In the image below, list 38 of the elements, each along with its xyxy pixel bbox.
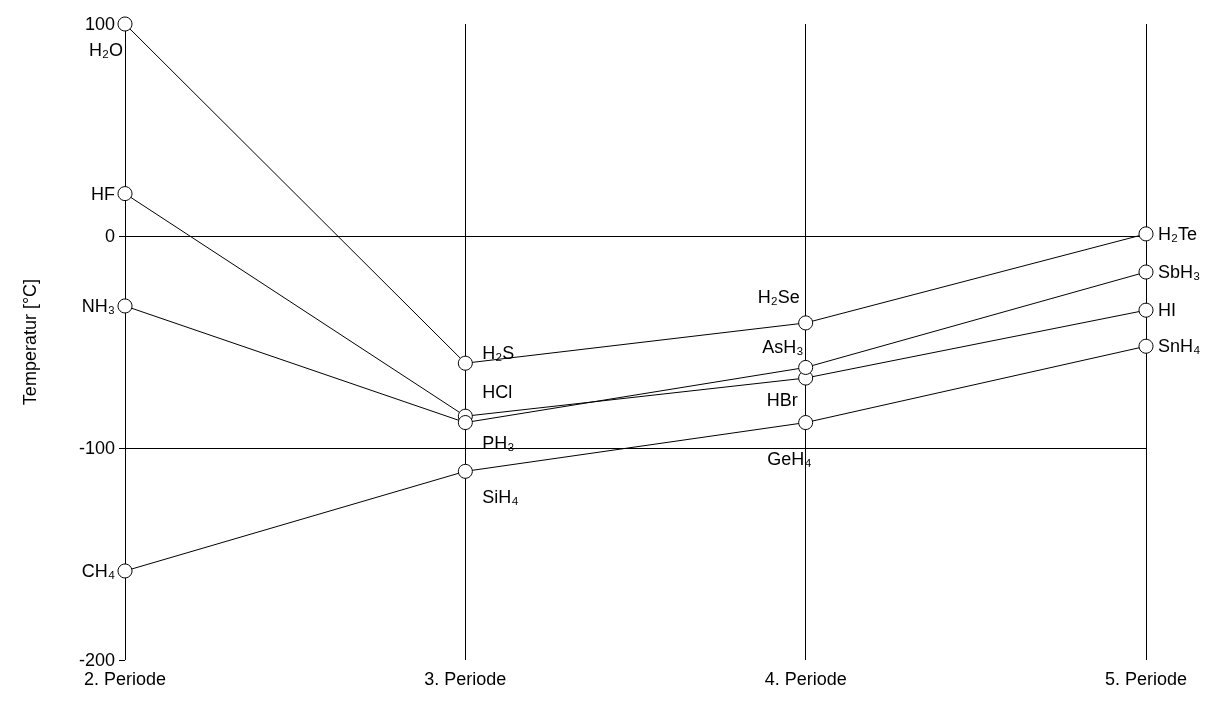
point bbox=[798, 415, 814, 431]
point bbox=[117, 186, 133, 202]
annotation: HCl bbox=[482, 382, 513, 403]
x-tick-label: 5. Periode bbox=[1104, 669, 1188, 689]
annotation: CH₄ bbox=[81, 560, 115, 581]
point bbox=[798, 315, 814, 331]
annotation: H₂S bbox=[482, 343, 515, 364]
annotation: SnH₄ bbox=[1158, 336, 1201, 357]
y-tick-label: -100 bbox=[78, 438, 115, 458]
point bbox=[1138, 338, 1154, 354]
y-tick-label: 0 bbox=[104, 226, 115, 246]
point bbox=[457, 463, 473, 479]
annotation: H₂O bbox=[89, 40, 123, 60]
point bbox=[798, 359, 814, 375]
x-tick-label: 4. Periode bbox=[764, 669, 847, 689]
annotation: PH₃ bbox=[482, 432, 515, 453]
annotation: H₂Te bbox=[1158, 223, 1197, 244]
point bbox=[117, 298, 133, 314]
point bbox=[1138, 302, 1154, 318]
annotation: HBr bbox=[766, 390, 798, 411]
annotation: SiH₄ bbox=[482, 487, 519, 508]
y-tick-label: 100 bbox=[84, 14, 115, 34]
x-tick-label: 3. Periode bbox=[424, 669, 507, 689]
point bbox=[457, 415, 473, 431]
point bbox=[117, 563, 133, 579]
annotation: HI bbox=[1158, 300, 1176, 321]
y-tick-label: -200 bbox=[78, 650, 115, 670]
point bbox=[1138, 226, 1154, 242]
x-tick-label: 2. Periode bbox=[83, 669, 167, 689]
point bbox=[1138, 264, 1154, 280]
annotation: SbH₃ bbox=[1158, 262, 1201, 283]
annotation: NH₃ bbox=[81, 295, 115, 316]
y-axis-title: Temperatur [°C] bbox=[20, 278, 40, 406]
annotation: AsH₃ bbox=[762, 337, 804, 358]
point bbox=[457, 355, 473, 371]
annotation: H₂Se bbox=[757, 286, 800, 307]
annotation: HF bbox=[91, 183, 115, 204]
point bbox=[117, 16, 133, 32]
